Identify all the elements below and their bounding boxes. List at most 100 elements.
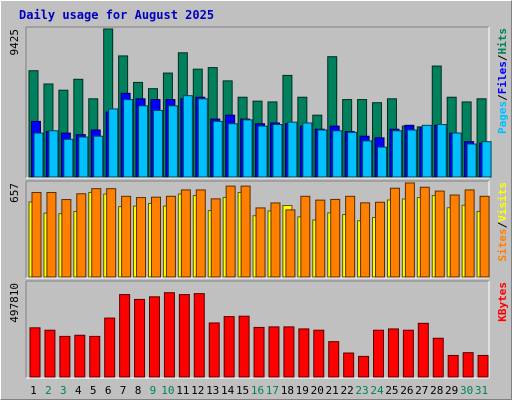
- pages-bar-day-10: [167, 105, 178, 178]
- pages-bar-day-13: [212, 120, 223, 178]
- day-label-5: 5: [90, 384, 97, 397]
- pages-bar-day-5: [93, 135, 104, 178]
- kbytes-bar-day-11: [178, 294, 190, 378]
- sites-bar-day-30: [464, 189, 475, 278]
- sites-bar-day-27: [419, 186, 430, 278]
- kbytes-bar-day-8: [134, 298, 146, 378]
- legend-kbytes: KBytes: [496, 282, 509, 322]
- legend-pages: Pages: [496, 101, 509, 134]
- kbytes-bar-day-19: [298, 328, 310, 378]
- legend-sites: Sites: [496, 228, 509, 261]
- day-label-20: 20: [311, 384, 324, 397]
- day-label-7: 7: [120, 384, 127, 397]
- kbytes-bar-day-9: [148, 296, 160, 378]
- kbytes-bar-day-3: [59, 335, 71, 378]
- kbytes-bar-day-1: [29, 327, 41, 378]
- day-label-29: 29: [445, 384, 458, 397]
- kbytes-bar-day-6: [104, 317, 116, 378]
- day-label-28: 28: [430, 384, 443, 397]
- sites-bar-day-10: [165, 195, 176, 278]
- legend-visits: Visits: [496, 182, 509, 222]
- pages-bar-day-4: [78, 136, 89, 178]
- sites-bar-day-9: [150, 196, 161, 278]
- kbytes-bar-day-31: [477, 354, 489, 378]
- pages-bar-day-29: [451, 132, 462, 178]
- pages-bar-day-14: [227, 123, 238, 178]
- day-label-21: 21: [326, 384, 339, 397]
- sites-bar-day-16: [255, 207, 266, 278]
- day-label-16: 16: [251, 384, 264, 397]
- day-label-19: 19: [296, 384, 309, 397]
- sites-bar-day-15: [240, 185, 251, 278]
- sites-bar-day-22: [345, 195, 356, 278]
- sites-bar-day-6: [106, 188, 117, 278]
- kbytes-bar-day-24: [373, 329, 385, 378]
- sites-bar-day-28: [434, 190, 445, 278]
- kbytes-bar-day-30: [462, 352, 474, 378]
- pages-bar-day-30: [466, 143, 477, 178]
- day-label-24: 24: [370, 384, 384, 397]
- pages-bar-day-21: [332, 130, 343, 178]
- legend: Sites/Visits: [496, 182, 509, 262]
- sites-bar-day-24: [375, 201, 386, 278]
- pages-bar-day-7: [123, 99, 134, 178]
- day-label-3: 3: [60, 384, 67, 397]
- kbytes-bar-day-18: [283, 326, 295, 378]
- legend: KBytes: [496, 282, 509, 322]
- day-label-31: 31: [475, 384, 488, 397]
- pages-bar-day-24: [377, 146, 388, 178]
- day-label-15: 15: [236, 384, 249, 397]
- legend-separator: /: [496, 54, 509, 61]
- kbytes-bar-day-27: [417, 322, 429, 378]
- sites-bar-day-21: [330, 198, 341, 278]
- kbytes-bar-day-17: [268, 326, 280, 378]
- kbytes-bar-day-23: [358, 355, 370, 378]
- sites-bar-day-5: [91, 188, 102, 278]
- day-label-2: 2: [45, 384, 52, 397]
- kbytes-bar-day-7: [119, 294, 131, 378]
- sites-bar-day-20: [315, 199, 326, 278]
- kbytes-bar-day-22: [343, 352, 355, 378]
- day-label-17: 17: [266, 384, 279, 397]
- kbytes-bar-day-28: [432, 337, 444, 378]
- legend-files: Files: [496, 61, 509, 94]
- pages-bar-day-12: [197, 98, 208, 178]
- pages-bar-day-23: [362, 140, 373, 178]
- pages-bar-day-19: [302, 122, 313, 178]
- legend-separator: /: [496, 94, 509, 101]
- chart-title: Daily usage for August 2025: [19, 8, 215, 22]
- pages-bar-day-28: [436, 124, 447, 178]
- pages-bar-day-2: [48, 130, 59, 178]
- day-label-6: 6: [105, 384, 112, 397]
- sites-bar-day-4: [76, 193, 87, 278]
- sites-bar-day-18: [285, 209, 296, 278]
- y-axis-max-label: 657: [8, 183, 21, 203]
- pages-bar-day-27: [421, 124, 432, 178]
- pages-bar-day-8: [138, 105, 149, 178]
- pages-bar-day-6: [108, 108, 119, 178]
- kbytes-bar-day-16: [253, 326, 265, 378]
- kbytes-bar-day-4: [74, 334, 86, 378]
- sites-bar-day-17: [270, 202, 281, 278]
- sites-bar-day-26: [404, 182, 415, 278]
- day-label-4: 4: [75, 384, 82, 397]
- day-label-23: 23: [355, 384, 368, 397]
- day-label-25: 25: [385, 384, 398, 397]
- day-label-13: 13: [206, 384, 219, 397]
- sites-bar-day-31: [479, 195, 490, 278]
- sites-bar-day-1: [31, 191, 42, 278]
- pages-bar-day-11: [182, 95, 193, 178]
- pages-bar-day-3: [63, 138, 74, 178]
- sites-bar-day-23: [360, 202, 371, 278]
- kbytes-bar-day-14: [223, 316, 235, 378]
- day-label-11: 11: [176, 384, 189, 397]
- day-label-1: 1: [30, 384, 37, 397]
- kbytes-bar-day-29: [447, 354, 459, 378]
- kbytes-bar-day-12: [193, 293, 205, 378]
- y-axis-max-label: 9425: [8, 29, 21, 56]
- kbytes-bar-day-15: [238, 315, 250, 378]
- kbytes-bar-day-2: [44, 329, 56, 378]
- pages-bar-day-17: [272, 124, 283, 178]
- sites-bar-day-25: [389, 187, 400, 278]
